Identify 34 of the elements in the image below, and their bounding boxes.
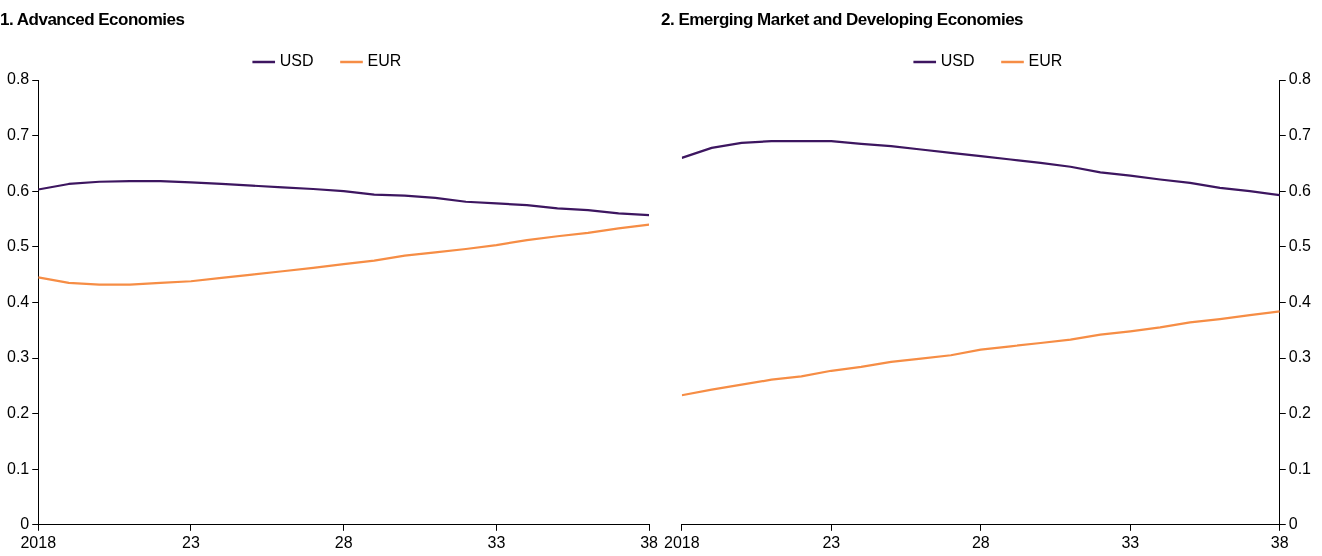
x-tick-label: 2018 [664,533,700,551]
legend-label: USD [940,52,975,70]
y-tick-label: 0.4 [6,292,30,310]
y-tick-label: 0.8 [6,70,30,88]
y2-tick-label: 0.1 [1288,459,1312,477]
x-tick-label: 28 [334,533,353,551]
y2-tick-label: 0.4 [1288,292,1312,310]
x-tick-label: 28 [971,533,990,551]
x-tick-label: 23 [822,533,841,551]
y2-tick-label: 0.2 [1288,404,1312,422]
y-tick-label: 0.1 [6,459,30,477]
y2-tick-label: 0.7 [1288,126,1312,144]
chart-title: 1. Advanced Economies [0,10,185,30]
x-tick-label: 2018 [20,533,57,551]
y-tick-label: 0.3 [6,348,30,366]
y-tick-label: 0 [20,515,30,533]
legend-label: EUR [367,52,402,70]
y2-tick-label: 0 [1288,515,1298,533]
y2-tick-label: 0.6 [1288,181,1312,199]
x-tick-label: 33 [1121,533,1140,551]
legend-label: USD [279,52,314,70]
y2-tick-label: 0.5 [1288,237,1312,255]
x-tick-label: 38 [1270,533,1289,551]
y2-tick-label: 0.8 [1288,70,1312,88]
x-tick-label: 23 [182,533,200,551]
y-tick-label: 0.6 [6,181,30,199]
x-tick-label: 33 [487,533,506,551]
y-tick-label: 0.5 [6,237,30,255]
x-tick-label: 38 [640,533,659,551]
legend-label: EUR [1028,52,1063,70]
chart-title: 2. Emerging Market and Developing Economies [661,10,1024,30]
y-tick-label: 0.7 [6,126,30,144]
y-tick-label: 0.2 [6,404,30,422]
y2-tick-label: 0.3 [1288,348,1312,366]
